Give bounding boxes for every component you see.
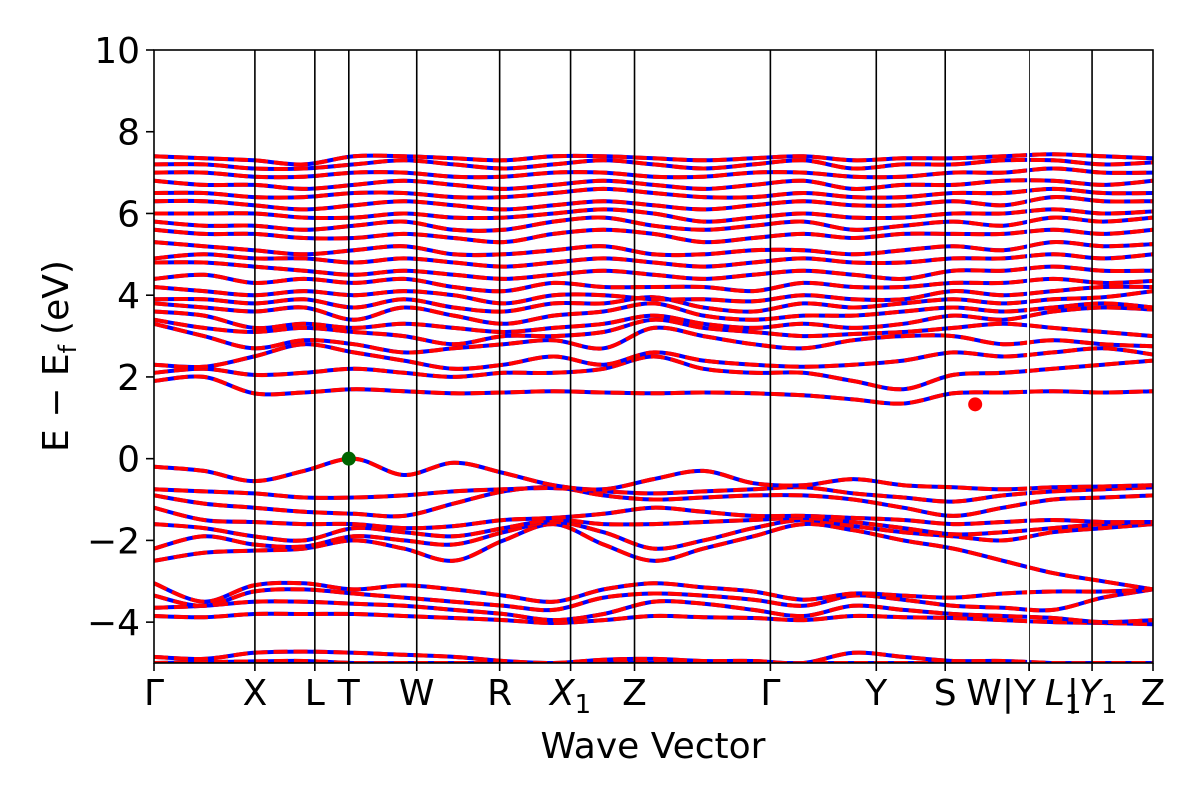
- bands-layer: [154, 152, 1153, 663]
- y-tick-label: 6: [117, 194, 140, 235]
- x-tick-label: Y: [864, 673, 888, 714]
- y-tick-label: 10: [94, 31, 140, 72]
- band-line-red: [154, 301, 1153, 326]
- cbm-marker: [968, 397, 983, 412]
- band-line-red: [154, 580, 1153, 604]
- band-line-red: [154, 284, 1153, 306]
- band-line-red: [154, 317, 1153, 347]
- y-tick-label: 8: [117, 113, 140, 154]
- band-line-red: [154, 166, 1153, 180]
- band-line-red: [154, 240, 1153, 258]
- y-tick-label: −2: [87, 521, 140, 562]
- x-tick-label: Γ: [760, 673, 780, 714]
- band-line-red: [154, 599, 1153, 625]
- y-axis: 10 8 6 4 2 0 −2 −4: [87, 31, 154, 644]
- x-tick-label: W|Y: [966, 673, 1037, 714]
- y-tick-label: −4: [87, 603, 140, 644]
- x-tick-label: X1: [548, 673, 591, 720]
- x-tick-label: X: [243, 673, 268, 714]
- band-line-blue: [154, 456, 1153, 492]
- band-line-red: [154, 505, 1153, 531]
- band-line-red: [154, 215, 1153, 233]
- band-line-red: [154, 272, 1153, 294]
- y-axis-label-sub: f: [54, 344, 82, 353]
- band-line-red: [154, 186, 1153, 200]
- band-line-red: [154, 260, 1153, 281]
- band-line-red: [154, 521, 1153, 592]
- x-tick-label: |Y1: [1067, 673, 1118, 720]
- x-axis: Γ X L T W R X1 Z Γ Y S W|Y L1|Y1 Z: [144, 663, 1165, 720]
- y-axis-label: E − Ef (eV): [36, 260, 82, 452]
- band-line-red: [154, 658, 1153, 663]
- band-line-red: [154, 195, 1153, 212]
- x-tick-label: R: [487, 673, 512, 714]
- high-symmetry-lines: [254, 50, 1093, 663]
- band-line-red: [154, 321, 1153, 355]
- band-line-red: [154, 227, 1153, 245]
- plot-frame: [153, 49, 1154, 664]
- x-tick-label: T: [337, 673, 361, 714]
- band-line-red: [154, 178, 1153, 191]
- band-line-red: [154, 342, 1153, 371]
- x-axis-label: Wave Vector: [541, 726, 766, 767]
- y-tick-label: 0: [117, 440, 140, 481]
- band-line-red: [154, 289, 1153, 314]
- band-line-red: [154, 374, 1153, 406]
- x-tick-label: L1: [1045, 673, 1082, 720]
- band-line-red: [154, 157, 1153, 172]
- x-tick-label: W: [399, 673, 435, 714]
- band-line-red: [154, 354, 1153, 392]
- band-line-red: [154, 152, 1153, 167]
- band-line-red: [154, 515, 1153, 543]
- x-tick-label: Z: [1141, 673, 1166, 714]
- x-tick-label: Z: [622, 673, 647, 714]
- y-tick-label: 2: [117, 358, 140, 399]
- x-tick-label: Γ: [144, 673, 164, 714]
- y-axis-label-main: E − E: [36, 353, 77, 452]
- band-line-red: [154, 456, 1153, 492]
- band-line-red: [154, 517, 1153, 551]
- band-line-red: [154, 207, 1153, 224]
- band-line-red: [154, 587, 1153, 613]
- band-line-red: [154, 611, 1153, 627]
- band-line-red: [154, 649, 1153, 663]
- band-line-red: [154, 485, 1153, 504]
- band-line-red: [154, 485, 1153, 519]
- x-tick-label: S: [934, 673, 957, 714]
- y-tick-label: 4: [117, 276, 140, 317]
- markers-layer: [341, 397, 983, 466]
- x-tick-label: L: [305, 673, 325, 714]
- band-line-red: [154, 305, 1153, 335]
- band-line-red: [154, 252, 1153, 269]
- band-line-blue: [154, 374, 1153, 406]
- vbm-marker: [341, 451, 356, 466]
- y-axis-label-unit: (eV): [36, 260, 77, 335]
